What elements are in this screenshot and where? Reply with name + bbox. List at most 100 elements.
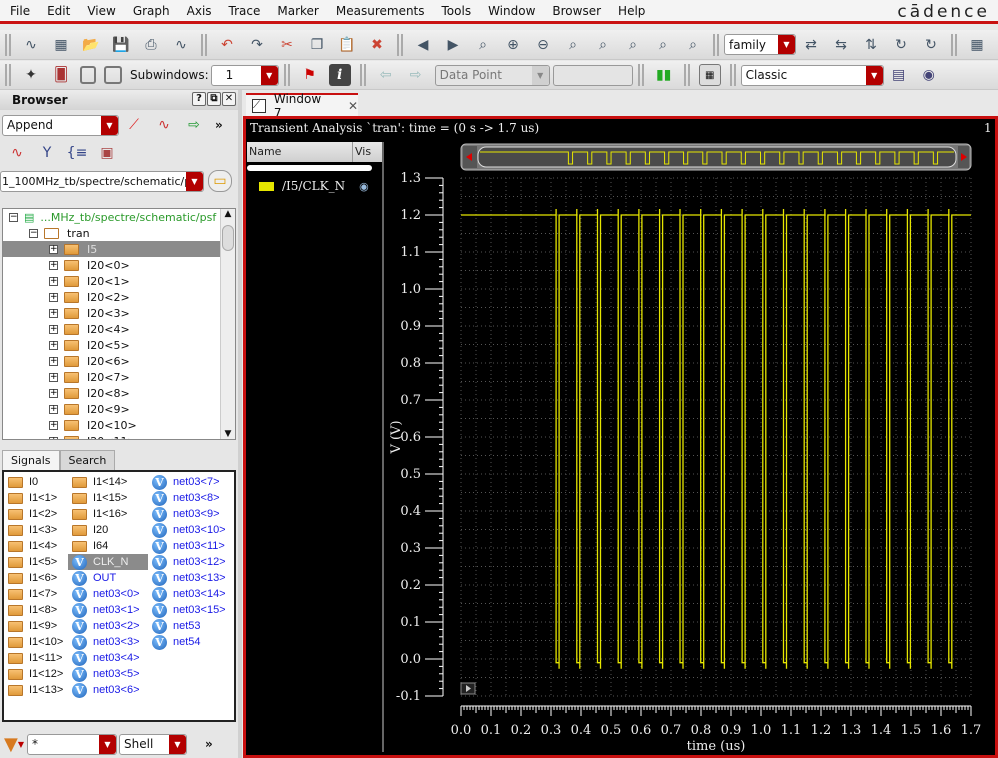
expression-icon[interactable]: {≡ [66, 145, 88, 161]
signal-item[interactable]: I1<4> [4, 538, 68, 554]
family-select[interactable]: family ▼ [724, 34, 796, 55]
menu-browser[interactable]: Browser [552, 3, 602, 18]
grid-icon[interactable]: ▦ [970, 36, 984, 53]
menu-axis[interactable]: Axis [186, 3, 212, 18]
add-trace-icon[interactable]: ↻ [895, 36, 907, 53]
new-subwindow-icon[interactable]: ▦ [54, 36, 68, 53]
waveform-icon[interactable]: ∿ [11, 145, 23, 161]
filter-icon[interactable]: ▼ [4, 733, 18, 755]
eye-icon[interactable]: ◉ [359, 179, 369, 193]
calculator-icon[interactable]: ▦ [698, 64, 721, 86]
tree-node[interactable]: + I20<10> [3, 417, 235, 433]
screenshot-icon[interactable]: ∿ [175, 36, 187, 53]
filter-type-select[interactable]: Shell ▼ [119, 733, 187, 755]
zoom-fit-icon[interactable]: ⌕ [479, 36, 487, 53]
redo-icon[interactable]: ↷ [251, 36, 263, 53]
flag-icon[interactable]: ⚑ [303, 67, 316, 83]
expand-icon[interactable]: + [49, 243, 58, 254]
unstrip-icon[interactable]: ⇆ [835, 36, 847, 53]
open-folder-icon[interactable]: ▭ [208, 170, 232, 192]
save-layout-icon[interactable]: ▤ [892, 67, 906, 83]
info-icon[interactable]: i [328, 64, 351, 86]
signal-item[interactable]: I1<13> [4, 682, 68, 698]
signal-item[interactable]: I1<3> [4, 522, 68, 538]
signal-item[interactable]: I1<2> [4, 506, 68, 522]
print-icon[interactable]: ⎙ [145, 36, 157, 53]
zoom-y-icon[interactable]: ⌕ [629, 36, 637, 53]
undo-icon[interactable]: ↶ [221, 36, 233, 53]
expand-icon[interactable]: + [49, 355, 58, 366]
signal-item[interactable]: I20 [68, 522, 148, 538]
expand-icon[interactable]: + [49, 339, 58, 350]
cards-icon[interactable]: 🂠 [53, 67, 69, 83]
arrow-right-icon[interactable]: ⇨ [409, 67, 422, 83]
select-signals-icon[interactable]: ▣ [100, 145, 114, 161]
menu-edit[interactable]: Edit [47, 3, 71, 18]
subwindows-select[interactable]: 1 ▼ [210, 64, 279, 86]
trace-legend-item[interactable]: /I5/CLK_N ◉ [247, 179, 382, 193]
plot-mode-select[interactable]: Append ▼ [2, 114, 119, 136]
toolbar-grip[interactable] [951, 33, 957, 56]
data-point-input[interactable] [552, 64, 633, 86]
menu-graph[interactable]: Graph [132, 3, 170, 18]
new-window-icon[interactable]: ∿ [25, 36, 37, 53]
toolbar-grip[interactable] [5, 33, 11, 56]
expand-icon[interactable]: + [49, 387, 58, 398]
replace-trace-icon[interactable]: ↻ [925, 36, 937, 53]
expand-icon[interactable]: + [49, 307, 58, 318]
signal-item[interactable]: I1<14> [68, 474, 148, 490]
collapse-icon[interactable]: − [29, 227, 38, 238]
toolbar-grip[interactable] [713, 33, 719, 56]
table-export-icon[interactable]: ⇨ [188, 117, 200, 133]
toolbar-grip[interactable] [201, 33, 207, 56]
horizontal-split-icon[interactable] [80, 66, 96, 84]
signal-item[interactable]: I1<12> [4, 666, 68, 682]
signal-item[interactable]: I1<8> [4, 602, 68, 618]
tree-node[interactable]: + I20<4> [3, 321, 235, 337]
more-icon[interactable]: » [215, 118, 223, 132]
tree-node-tran[interactable]: − tran [3, 225, 235, 241]
tree-node[interactable]: + I5 [3, 241, 235, 257]
zoom-out-icon[interactable]: ⊖ [537, 36, 549, 53]
expand-icon[interactable]: + [49, 323, 58, 334]
toolbar-grip[interactable] [5, 64, 11, 86]
split-icon[interactable]: ⇅ [865, 36, 877, 53]
menu-help[interactable]: Help [618, 3, 646, 18]
expand-icon[interactable]: + [49, 403, 58, 414]
forward-icon[interactable]: ▶ [447, 36, 459, 53]
tree-node[interactable]: + I20<2> [3, 289, 235, 305]
toolbar-grip[interactable] [683, 64, 690, 86]
signal-item[interactable]: I64 [68, 538, 148, 554]
menu-marker[interactable]: Marker [277, 3, 319, 18]
toolbar-grip[interactable] [397, 33, 403, 56]
close-icon[interactable]: ✕ [222, 92, 236, 106]
paste-icon[interactable]: 📋 [338, 36, 356, 53]
expand-icon[interactable]: + [49, 436, 58, 439]
tree-node[interactable]: + I20<8> [3, 385, 235, 401]
toolbar-grip[interactable] [729, 64, 736, 86]
toolbar-grip[interactable] [359, 64, 366, 86]
toolbar-grip[interactable] [283, 64, 290, 86]
tree-node[interactable]: + I20<7> [3, 369, 235, 385]
zoom-disabled-icon[interactable]: ⌕ [689, 36, 697, 53]
float-icon[interactable]: ⧉ [207, 92, 221, 106]
menu-view[interactable]: View [87, 3, 116, 18]
plot-family-icon[interactable]: ∿ [158, 117, 170, 133]
more-icon[interactable]: » [205, 737, 213, 751]
tree-scrollbar[interactable]: ▲ ▼ [220, 209, 235, 439]
menu-measurements[interactable]: Measurements [335, 3, 425, 18]
cut-icon[interactable]: ✂ [281, 36, 293, 53]
